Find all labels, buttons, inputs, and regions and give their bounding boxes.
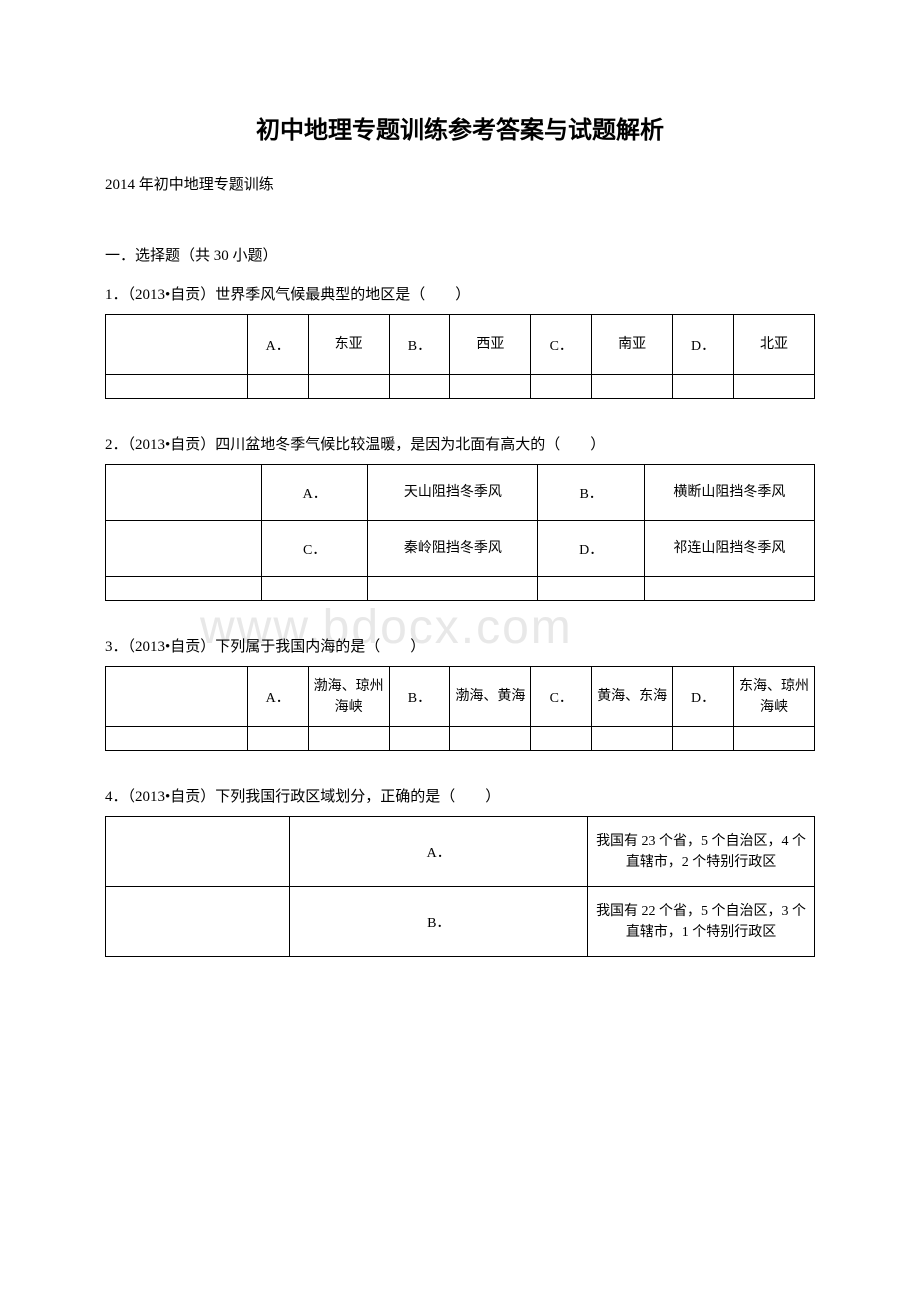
option-text: 渤海、黄海 [450,667,531,727]
question-1-options-table: A． 东亚 B． 西亚 C． 南亚 D． 北亚 [105,314,815,399]
lead-cell [106,667,248,727]
option-text: 祁连山阻挡冬季风 [644,521,814,577]
option-text: 渤海、琼州海峡 [308,667,389,727]
option-text: 天山阻挡冬季风 [368,465,538,521]
page-title: 初中地理专题训练参考答案与试题解析 [105,110,815,145]
option-letter: D． [673,667,734,727]
table-row: A． 东亚 B． 西亚 C． 南亚 D． 北亚 [106,315,815,375]
option-text: 南亚 [592,315,673,375]
option-letter: B． [389,667,450,727]
table-row: A． 我国有 23 个省，5 个自治区，4 个直辖市，2 个特别行政区 [106,817,815,887]
option-letter: D． [538,521,644,577]
option-letter: D． [673,315,734,375]
question-3: 3．（2013•自贡）下列属于我国内海的是（ ） A． 渤海、琼州海峡 B． 渤… [105,635,815,751]
table-row: C． 秦岭阻挡冬季风 D． 祁连山阻挡冬季风 [106,521,815,577]
option-letter: C． [531,667,592,727]
option-text: 东海、琼州海峡 [733,667,814,727]
option-text: 黄海、东海 [592,667,673,727]
table-row [106,375,815,399]
question-4: 4．（2013•自贡）下列我国行政区域划分，正确的是（ ） A． 我国有 23 … [105,785,815,957]
option-letter: A． [290,817,588,887]
question-2: 2．（2013•自贡）四川盆地冬季气候比较温暖，是因为北面有高大的（ ） A． … [105,433,815,601]
table-row [106,727,815,751]
section-header: 一．选择题（共 30 小题） [105,244,815,265]
option-text: 东亚 [308,315,389,375]
option-text: 西亚 [450,315,531,375]
option-text: 我国有 22 个省，5 个自治区，3 个直辖市，1 个特别行政区 [588,887,815,957]
question-2-options-table: A． 天山阻挡冬季风 B． 横断山阻挡冬季风 C． 秦岭阻挡冬季风 D． 祁连山… [105,464,815,601]
subtitle: 2014 年初中地理专题训练 [105,173,815,194]
lead-cell [106,315,248,375]
option-text: 横断山阻挡冬季风 [644,465,814,521]
option-letter: B． [290,887,588,957]
question-3-text: 3．（2013•自贡）下列属于我国内海的是（ ） [105,635,815,656]
option-text: 秦岭阻挡冬季风 [368,521,538,577]
lead-cell [106,465,262,521]
option-text: 我国有 23 个省，5 个自治区，4 个直辖市，2 个特别行政区 [588,817,815,887]
question-2-text: 2．（2013•自贡）四川盆地冬季气候比较温暖，是因为北面有高大的（ ） [105,433,815,454]
option-letter: A． [247,667,308,727]
document-content: 初中地理专题训练参考答案与试题解析 2014 年初中地理专题训练 一．选择题（共… [105,110,815,957]
option-letter: B． [538,465,644,521]
question-1-text: 1．（2013•自贡）世界季风气候最典型的地区是（ ） [105,283,815,304]
question-4-options-table: A． 我国有 23 个省，5 个自治区，4 个直辖市，2 个特别行政区 B． 我… [105,816,815,957]
option-letter: C． [531,315,592,375]
option-letter: B． [389,315,450,375]
lead-cell [106,887,290,957]
question-3-options-table: A． 渤海、琼州海峡 B． 渤海、黄海 C． 黄海、东海 D． 东海、琼州海峡 [105,666,815,751]
option-text: 北亚 [733,315,814,375]
table-row: A． 天山阻挡冬季风 B． 横断山阻挡冬季风 [106,465,815,521]
lead-cell [106,817,290,887]
option-letter: A． [261,465,367,521]
option-letter: A． [247,315,308,375]
table-row: A． 渤海、琼州海峡 B． 渤海、黄海 C． 黄海、东海 D． 东海、琼州海峡 [106,667,815,727]
question-1: 1．（2013•自贡）世界季风气候最典型的地区是（ ） A． 东亚 B． 西亚 … [105,283,815,399]
question-4-text: 4．（2013•自贡）下列我国行政区域划分，正确的是（ ） [105,785,815,806]
table-row [106,577,815,601]
option-letter: C． [261,521,367,577]
table-row: B． 我国有 22 个省，5 个自治区，3 个直辖市，1 个特别行政区 [106,887,815,957]
lead-cell [106,521,262,577]
